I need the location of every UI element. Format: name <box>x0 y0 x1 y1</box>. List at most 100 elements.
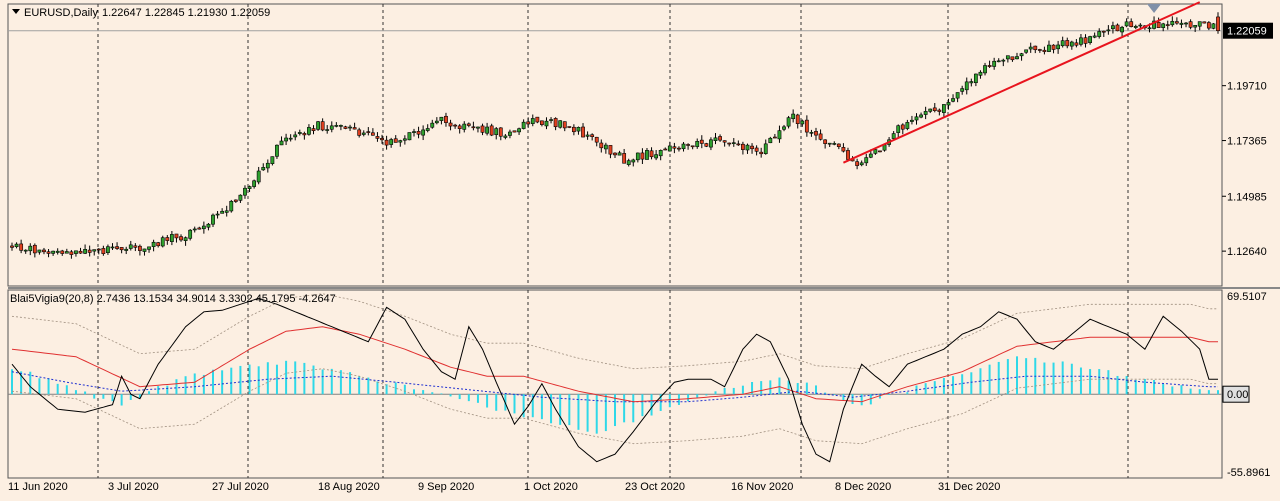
candle <box>768 136 773 144</box>
candle <box>759 147 764 158</box>
candle-body <box>498 127 503 137</box>
candle-body <box>476 126 480 129</box>
current-price-box <box>1223 22 1273 39</box>
candle-body <box>868 153 873 158</box>
candle <box>841 143 846 153</box>
candle-body <box>165 237 170 241</box>
candle-body <box>247 186 252 189</box>
candle-body <box>640 152 645 160</box>
candle-body <box>430 122 435 128</box>
x-tick-label: 27 Jul 2020 <box>212 481 269 493</box>
candle-body <box>1101 30 1106 33</box>
candle-body <box>836 143 841 147</box>
candle-body <box>736 143 741 146</box>
candle-body <box>1051 44 1056 50</box>
candle <box>585 131 590 140</box>
candle <box>713 132 718 145</box>
candle <box>900 123 905 135</box>
candle <box>631 158 636 167</box>
candle-body <box>51 250 56 254</box>
candle-body <box>1024 49 1029 53</box>
candle <box>613 152 617 158</box>
candle <box>1120 25 1124 37</box>
candle <box>398 139 403 147</box>
candle <box>517 127 521 135</box>
candle <box>51 250 56 256</box>
candle-body <box>1138 24 1143 27</box>
candle <box>348 124 352 131</box>
candle-body <box>1005 55 1010 60</box>
candle-body <box>704 143 709 147</box>
candle-body <box>855 161 860 166</box>
candle <box>1106 25 1111 35</box>
candle <box>946 98 951 110</box>
candle-body <box>772 136 777 139</box>
candle <box>370 128 375 136</box>
candle <box>718 134 722 142</box>
candle <box>905 119 910 131</box>
candle-body <box>681 143 686 150</box>
candle-body <box>590 134 595 138</box>
candle <box>996 58 1001 63</box>
candle-body <box>188 229 193 239</box>
candle <box>1088 35 1092 45</box>
candle-body <box>923 111 928 115</box>
candle-body <box>791 113 796 120</box>
candle-body <box>686 144 690 146</box>
candle <box>179 234 183 242</box>
candle <box>1206 21 1211 31</box>
candle <box>891 131 896 140</box>
candle-body <box>969 81 974 84</box>
candle <box>818 129 823 141</box>
candle <box>508 129 512 139</box>
candle-body <box>434 120 439 124</box>
x-tick-label: 31 Dec 2020 <box>938 481 1000 493</box>
candle <box>704 142 709 148</box>
x-tick-label: 23 Oct 2020 <box>625 481 685 493</box>
candle-body <box>320 121 325 131</box>
candle <box>1101 30 1106 38</box>
candle <box>480 123 485 136</box>
candle-body <box>78 250 83 254</box>
candle <box>87 245 92 257</box>
candle <box>836 143 841 150</box>
candle-body <box>1074 42 1079 46</box>
candle <box>188 228 193 241</box>
candle-body <box>393 138 398 143</box>
candle-body <box>987 65 992 67</box>
candle <box>466 122 471 128</box>
candle <box>1188 19 1193 30</box>
candle-body <box>571 126 576 133</box>
candle <box>677 146 681 152</box>
candle-body <box>462 123 467 130</box>
candle <box>106 244 110 255</box>
candle-body <box>1069 41 1074 47</box>
candle <box>1179 19 1184 29</box>
candle <box>92 249 97 256</box>
candle-body <box>407 132 412 141</box>
candle <box>581 123 585 138</box>
candle-body <box>288 137 293 140</box>
candle-body <box>156 242 161 247</box>
arrow-marker-icon <box>1147 4 1162 13</box>
candle-body <box>1170 21 1175 26</box>
candle-body <box>183 237 188 241</box>
candle <box>731 138 736 147</box>
candle-body <box>293 134 298 138</box>
candle <box>1083 34 1088 48</box>
candle <box>101 245 106 256</box>
candle <box>1051 44 1056 54</box>
candle-body <box>914 116 919 121</box>
candle-body <box>910 119 914 122</box>
candle-body <box>261 167 266 171</box>
candle <box>293 131 298 141</box>
candle-body <box>585 134 590 137</box>
candle-body <box>786 117 791 127</box>
candle-body <box>613 152 617 156</box>
candle <box>699 135 704 149</box>
current-price-label: 1.22059 <box>1227 26 1267 38</box>
candle <box>1056 40 1061 54</box>
candle-body <box>635 152 640 161</box>
